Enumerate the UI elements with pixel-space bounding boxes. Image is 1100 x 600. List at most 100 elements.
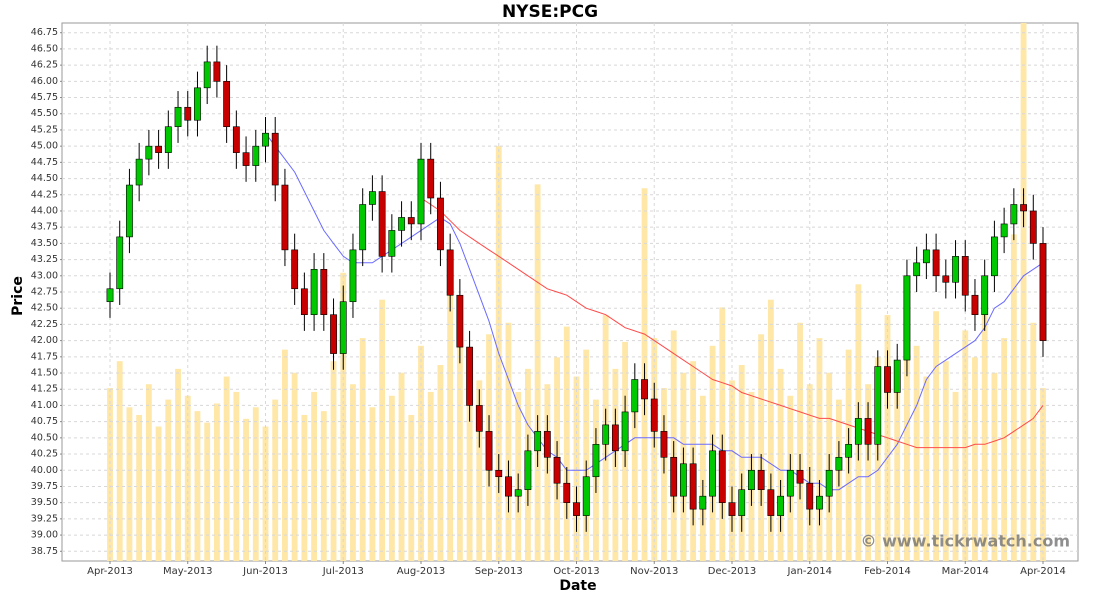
candle-body: [952, 256, 959, 283]
candle-body: [194, 87, 201, 121]
x-tick-label: Jun-2013: [242, 566, 288, 577]
candle-body: [602, 424, 610, 445]
candle-body: [971, 294, 979, 315]
y-tick-label: 42.75: [31, 287, 58, 298]
y-tick-label: 41.75: [31, 351, 58, 362]
y-tick-label: 46.75: [31, 27, 58, 38]
candle-body: [592, 444, 600, 478]
volume-bar: [972, 357, 978, 561]
candle-body: [670, 456, 678, 497]
volume-bar: [777, 368, 784, 561]
candle-body: [164, 126, 172, 153]
y-tick-label: 46.25: [31, 60, 58, 71]
x-tick-label: Aug-2013: [397, 566, 446, 577]
volume-bar: [894, 368, 901, 561]
candle-body: [582, 476, 590, 516]
candle-body: [495, 469, 503, 478]
volume-bar: [213, 403, 220, 561]
volume-bar: [369, 407, 376, 561]
moving-average-line: [420, 197, 1044, 449]
volume-bar: [165, 399, 172, 561]
x-tick-label: Feb-2014: [864, 566, 911, 577]
candle-body: [252, 145, 260, 166]
x-tick-label: May-2013: [163, 566, 213, 577]
candle-body: [913, 262, 921, 277]
candle-body: [1039, 243, 1047, 341]
candle-body: [466, 346, 474, 406]
grid-layer: [62, 23, 1078, 561]
candle-body: [126, 184, 133, 238]
candle-body: [320, 269, 328, 315]
volume-bar: [447, 292, 454, 561]
x-tick-label: Apr-2013: [87, 566, 133, 577]
y-tick-label: 40.00: [31, 465, 58, 476]
volume-bar: [145, 384, 152, 561]
candle-body: [806, 482, 814, 510]
candle-body: [1010, 204, 1018, 225]
volume-bar: [330, 361, 337, 561]
candle-body: [485, 431, 493, 471]
volume-bar: [699, 395, 706, 561]
volume-bar: [252, 407, 259, 561]
candle-body: [835, 456, 843, 471]
volume-bar: [767, 299, 774, 561]
text-layer: 38.75 39.00 39.25 39.50 39.75 40.00 40.25 40.50…: [31, 27, 1066, 577]
y-tick-label: 38.75: [31, 546, 58, 557]
candle-body: [300, 288, 308, 315]
candle-body: [981, 275, 989, 315]
x-axis-label: Date: [559, 578, 596, 594]
candle-body: [475, 405, 483, 432]
candle-body: [155, 145, 163, 153]
volume-bar: [233, 391, 240, 561]
y-tick-label: 45.00: [31, 141, 58, 152]
volume-bar: [933, 311, 940, 561]
candle-body: [932, 249, 940, 277]
volume-bar: [563, 326, 570, 561]
volume-bar: [272, 399, 279, 561]
candle-body: [310, 269, 318, 315]
candle-body: [728, 502, 736, 516]
volume-bar: [719, 307, 726, 561]
candle-body: [534, 431, 542, 452]
y-tick-label: 46.50: [31, 43, 58, 54]
candle-body: [378, 191, 386, 257]
volume-bar: [388, 395, 395, 561]
y-tick-label: 41.50: [31, 368, 58, 379]
candle-body: [757, 469, 765, 490]
candle-body: [641, 379, 648, 400]
candle-body: [961, 256, 969, 296]
candle-body: [1000, 223, 1008, 238]
chart-title: NYSE:PCG: [502, 2, 598, 22]
candle-body: [573, 502, 580, 516]
volume-bar: [952, 391, 959, 561]
volume-bar: [398, 372, 405, 561]
candle-body: [213, 61, 221, 82]
candle-body: [437, 197, 444, 251]
volume-bar: [379, 299, 386, 561]
y-tick-label: 41.00: [31, 400, 58, 411]
candle-layer: [106, 45, 1047, 532]
volume-bar: [738, 365, 745, 561]
candle-body: [446, 249, 454, 296]
y-tick-label: 40.75: [31, 416, 58, 427]
y-tick-label: 44.50: [31, 173, 58, 184]
candle-body: [816, 495, 823, 510]
candle-body: [767, 489, 775, 516]
y-axis-label: Price: [10, 276, 26, 316]
volume-bar: [291, 372, 298, 561]
x-tick-label: Jan-2014: [787, 566, 832, 577]
candle-body: [854, 418, 862, 445]
candle-body: [368, 191, 376, 205]
y-tick-label: 39.25: [31, 513, 58, 524]
candle-body: [242, 152, 250, 166]
candle-body: [417, 158, 425, 225]
volume-bar: [981, 303, 988, 561]
candle-body: [786, 469, 794, 497]
candle-body: [553, 456, 561, 484]
candle-body: [709, 450, 716, 497]
volume-bar: [1001, 338, 1008, 561]
y-tick-label: 43.00: [31, 270, 58, 281]
candle-body: [893, 359, 901, 393]
candle-body: [543, 431, 551, 458]
